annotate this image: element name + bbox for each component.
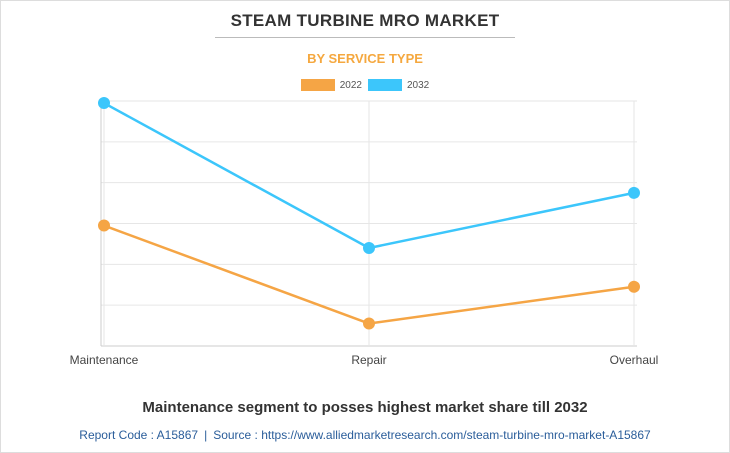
x-tick-label-overhaul: Overhaul [610,353,659,367]
chart-title: STEAM TURBINE MRO MARKET [230,11,500,30]
source-separator: | [204,428,208,442]
data-point-2022-overhaul [628,280,640,293]
legend-item-2022[interactable]: 2022 [300,79,362,91]
title-divider [215,37,515,38]
chart-subtitle: BY SERVICE TYPE [307,51,423,66]
x-tick-label-maintenance: Maintenance [70,353,139,367]
data-point-2022-repair [363,317,375,330]
source-line: Report Code : A15867 | Source : https://ww… [0,428,730,442]
source-link[interactable]: Source : https://www.alliedmarketresearc… [213,428,651,442]
x-tick-label-repair: Repair [351,353,386,367]
chart-caption: Maintenance segment to posses highest ma… [142,399,588,416]
data-point-2032-maintenance [98,97,110,110]
legend-swatch-2032 [368,79,402,91]
data-point-2032-repair [363,242,375,254]
legend-label-2022: 2022 [339,79,362,91]
legend-swatch-2022 [300,79,335,91]
legend-label-2032: 2032 [407,79,430,91]
report-code: Report Code : A15867 [79,428,199,442]
data-point-2032-overhaul [628,186,640,199]
data-point-2022-maintenance [98,219,110,232]
legend: 2022 2032 [0,79,730,91]
legend-item-2032[interactable]: 2032 [368,79,429,91]
